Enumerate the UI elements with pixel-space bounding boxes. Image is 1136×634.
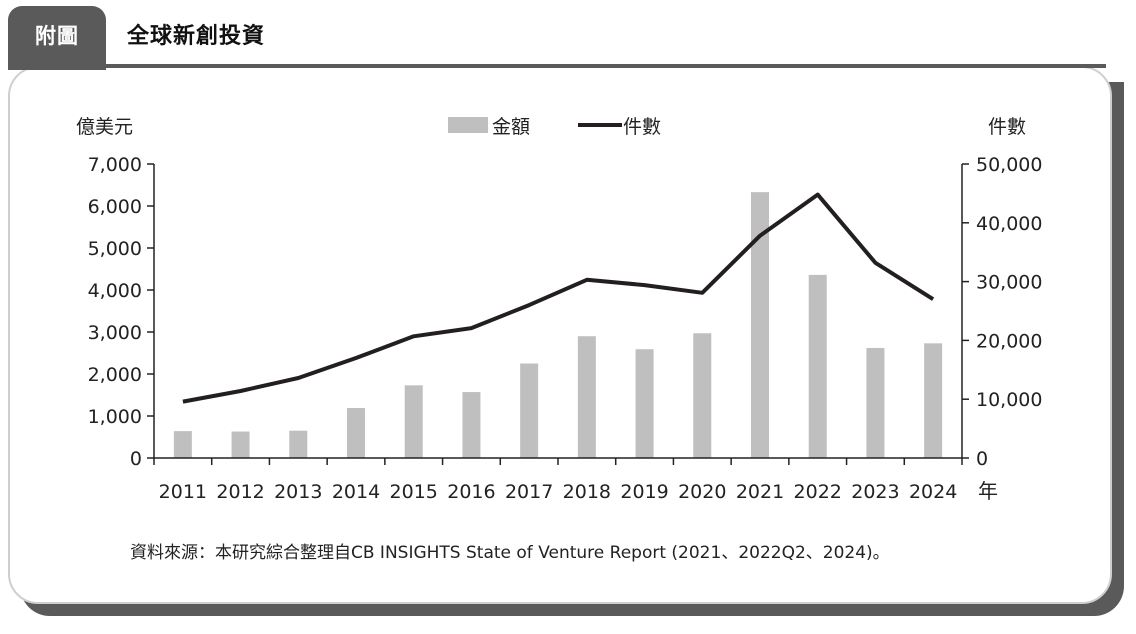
right-tick-label: 20,000: [976, 330, 1042, 352]
x-tick-label: 2011: [159, 481, 207, 503]
header-rule: [106, 64, 1106, 68]
x-tick-label: 2012: [216, 481, 264, 503]
x-tick-label: 2016: [447, 481, 495, 503]
bar-2019: [635, 349, 654, 458]
x-tick-label: 2013: [274, 481, 322, 503]
left-tick-label: 2,000: [88, 364, 142, 386]
left-tick-label: 3,000: [88, 322, 142, 344]
left-tick-label: 4,000: [88, 280, 142, 302]
right-tick-label: 40,000: [976, 213, 1042, 235]
figure-tab: 附圖: [8, 6, 106, 70]
x-tick-label: 2015: [390, 481, 438, 503]
bar-2022: [808, 274, 827, 458]
legend-bar-label: 金額: [492, 116, 530, 138]
right-tick-label: 0: [976, 448, 988, 470]
left-tick-label: 0: [130, 448, 142, 470]
x-axis-unit: 年: [978, 479, 998, 503]
right-tick-label: 30,000: [976, 272, 1042, 294]
bar-2016: [462, 392, 481, 458]
x-tick-label: 2024: [909, 481, 957, 503]
left-tick-label: 7,000: [88, 154, 142, 176]
chart-axes: 0 1,000 2,000 3,000 4,000 5,000 6,000 7,000 0 10,…: [88, 154, 1043, 503]
bar-2023: [866, 347, 885, 458]
chart-title: 全球新創投資: [127, 24, 266, 49]
x-tick-label: 2019: [620, 481, 668, 503]
bar-2015: [404, 385, 423, 458]
right-tick-label: 50,000: [976, 154, 1042, 176]
bar-2011: [173, 431, 192, 458]
bar-2018: [577, 336, 596, 458]
right-tick-label: 10,000: [976, 389, 1042, 411]
left-tick-label: 1,000: [88, 406, 142, 428]
bar-series-amount: [173, 192, 943, 458]
left-tick-label: 5,000: [88, 238, 142, 260]
line-series-count: [182, 192, 935, 404]
legend-bar-swatch: [448, 117, 488, 133]
x-tick-label: 2017: [505, 481, 553, 503]
bar-2012: [231, 431, 250, 458]
x-tick-label: 2018: [563, 481, 611, 503]
legend: 金額 件數: [448, 116, 661, 138]
bar-2024: [924, 343, 943, 458]
x-tick-label: 2023: [851, 481, 899, 503]
figure-tab-label: 附圖: [35, 24, 79, 48]
x-tick-label: 2022: [794, 481, 842, 503]
left-tick-label: 6,000: [88, 196, 142, 218]
bar-2017: [520, 363, 539, 458]
x-tick-label: 2020: [678, 481, 726, 503]
legend-line-label: 件數: [623, 116, 661, 138]
x-tick-label: 2014: [332, 481, 380, 503]
right-axis-label: 件數: [988, 116, 1026, 138]
bar-2014: [347, 408, 365, 458]
chart-panel: [8, 66, 1112, 604]
bar-2021: [751, 192, 769, 458]
bar-2020: [693, 333, 712, 458]
bar-2013: [289, 430, 308, 458]
x-tick-label: 2021: [736, 481, 784, 503]
left-axis-label: 億美元: [76, 116, 133, 138]
source-note: 資料來源：本研究綜合整理自CB INSIGHTS State of Ventur…: [130, 543, 890, 563]
